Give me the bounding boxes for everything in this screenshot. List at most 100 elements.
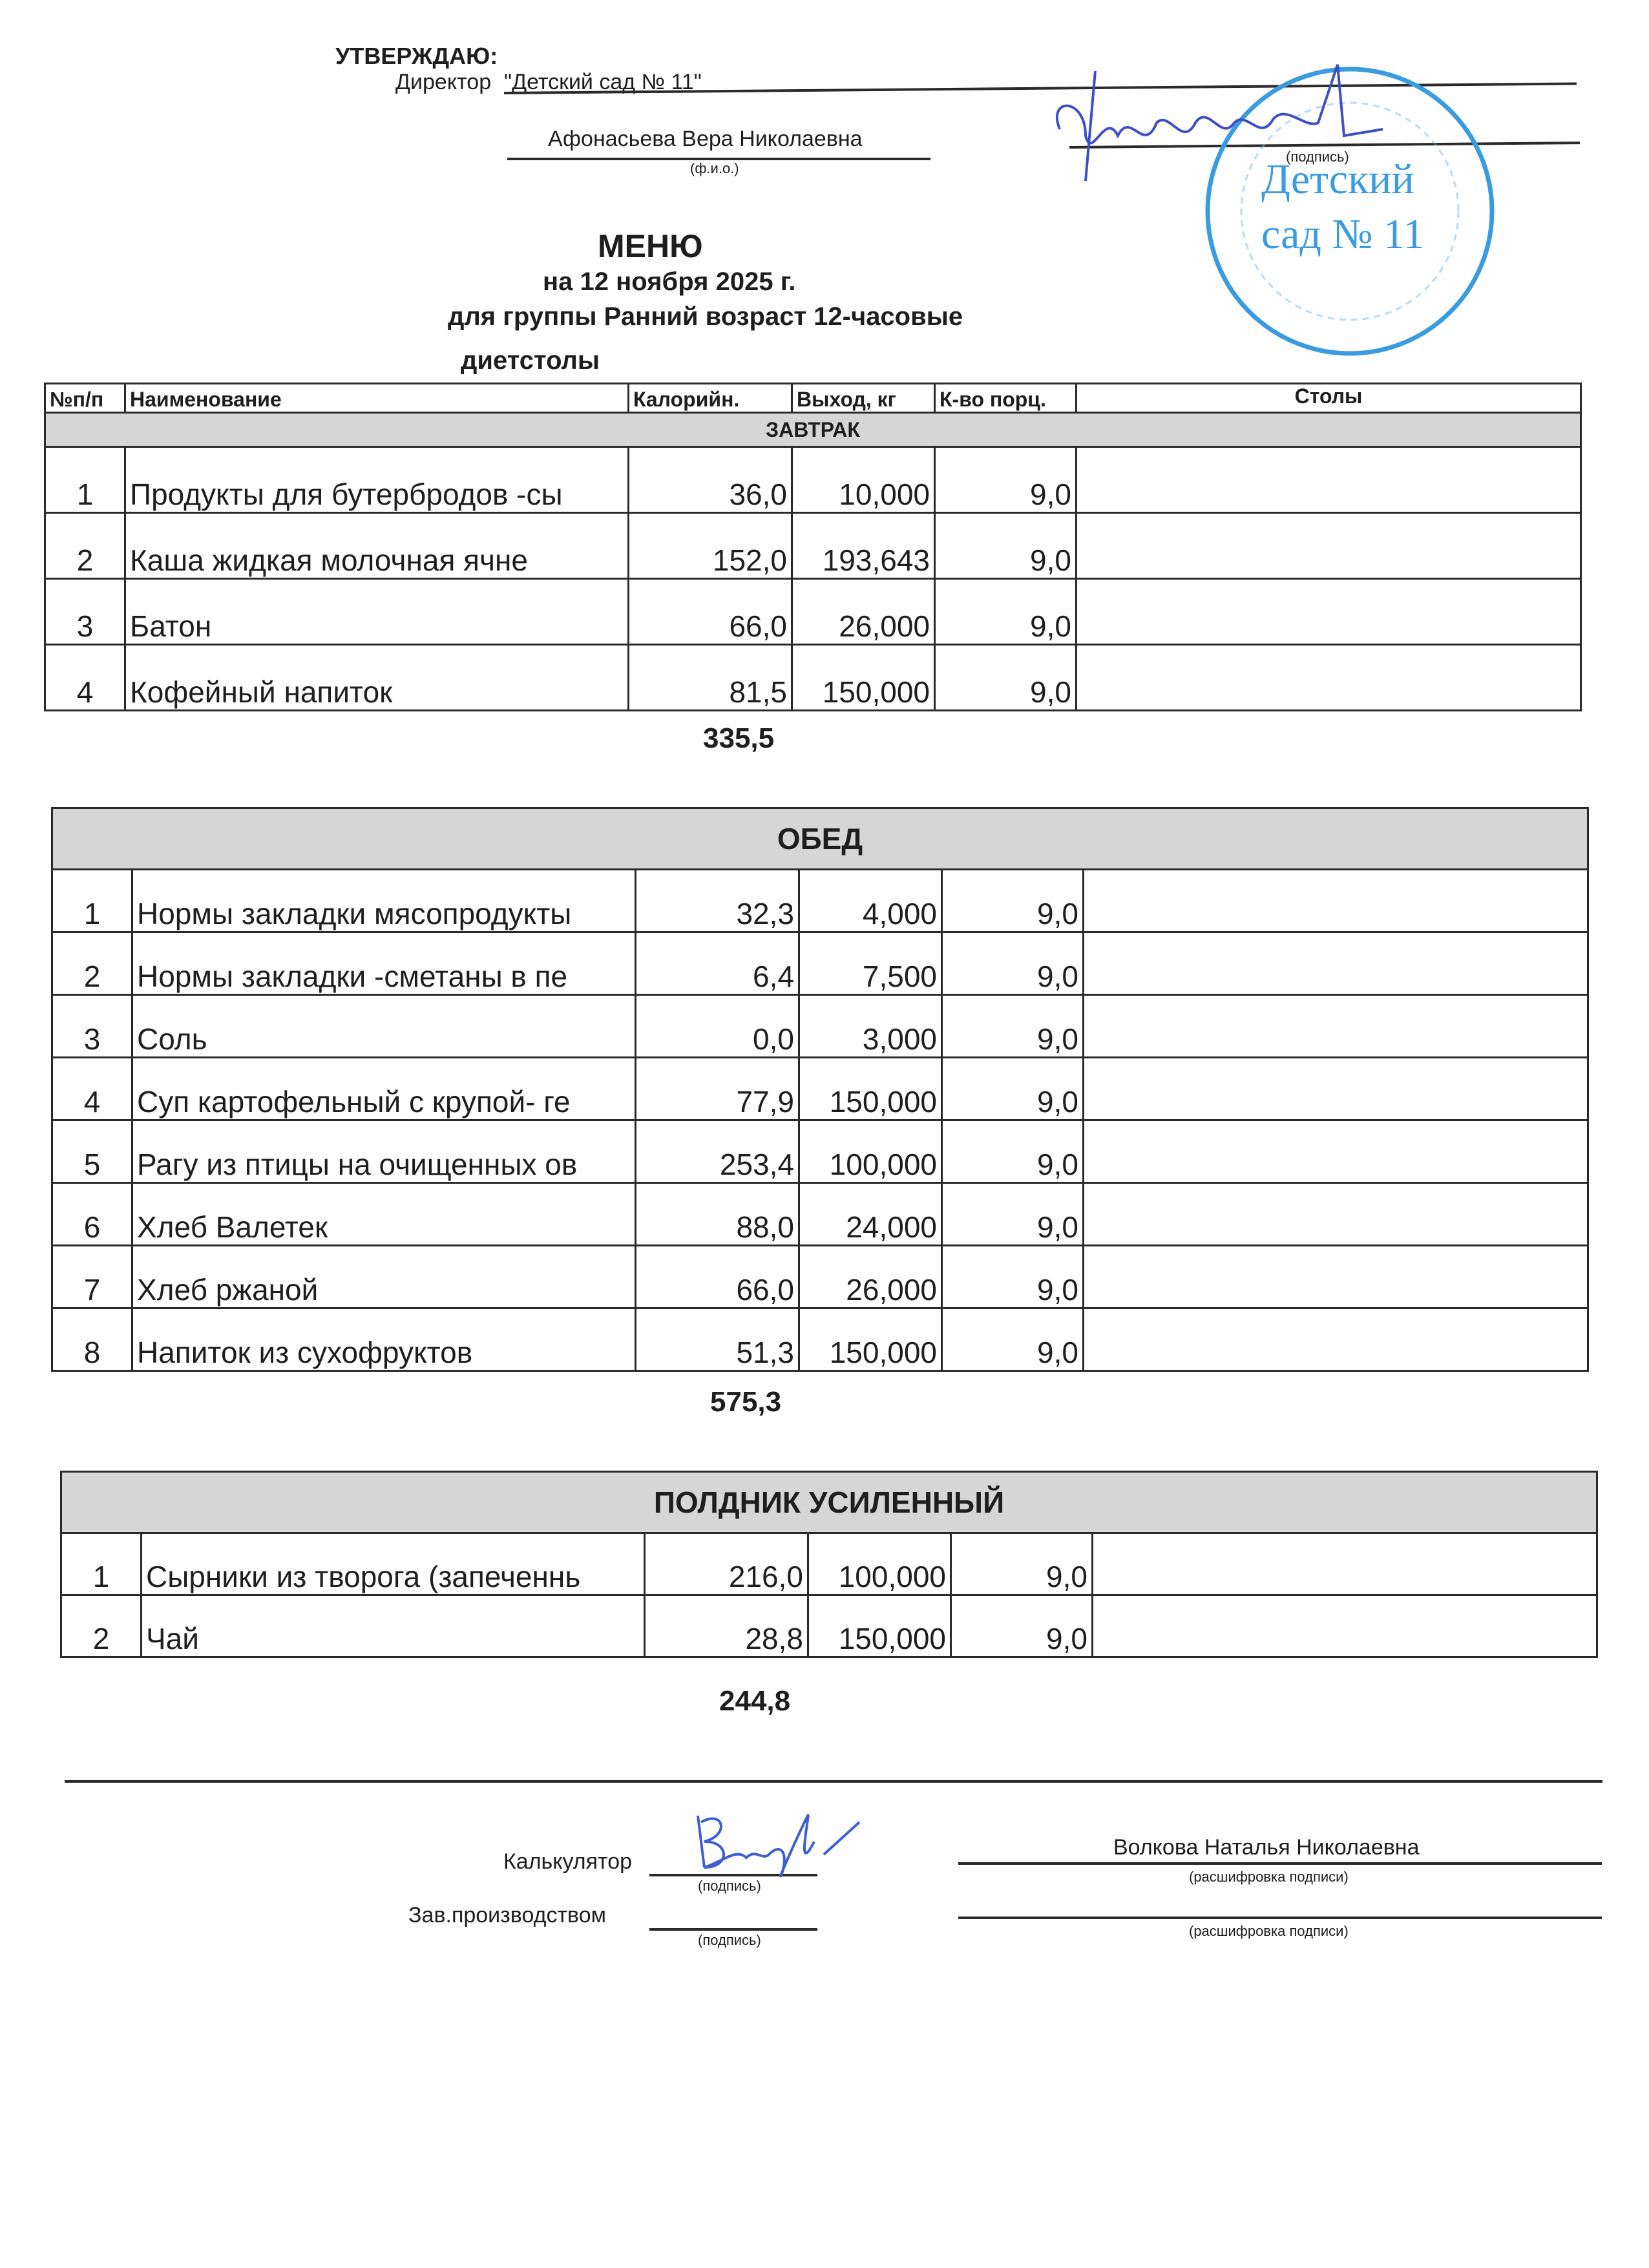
table-row: 6 Хлеб Валетек 88,0 24,000 9,0 <box>51 1182 1589 1246</box>
row-number: 4 <box>51 1056 133 1121</box>
dish-name: Хлеб Валетек <box>131 1182 636 1246</box>
calories-cell: 66,0 <box>635 1244 800 1309</box>
column-header: К-во порц. <box>934 383 1077 414</box>
fio-caption: (ф.и.о.) <box>690 160 739 176</box>
group-name-continued: диетстолы <box>461 346 600 375</box>
tables-cell <box>1082 1182 1589 1246</box>
dish-name: Чай <box>140 1594 646 1658</box>
section-header-row: ОБЕД <box>51 807 1589 870</box>
dish-name: Продукты для бутербродов -сы <box>124 446 629 514</box>
row-number: 3 <box>44 578 126 646</box>
tables-cell <box>1082 994 1589 1058</box>
dish-name: Суп картофельный с крупой- ге <box>131 1056 636 1121</box>
portions-cell: 9,0 <box>941 1182 1084 1246</box>
calculator-signature-caption: (подпись) <box>698 1878 761 1894</box>
menu-table-2: ПОЛДНИК УСИЛЕННЫЙ 1 Сырники из творога (за… <box>60 1471 1598 1658</box>
section-total-calories: 575,3 <box>710 1386 782 1418</box>
table-row: 2 Каша жидкая молочная ячне 152,0 193,643 9,… <box>44 512 1582 580</box>
tables-cell <box>1082 1056 1589 1121</box>
portions-cell: 9,0 <box>941 1244 1084 1309</box>
portions-cell: 9,0 <box>941 868 1084 933</box>
table-row: 2 Чай 28,8 150,000 9,0 <box>60 1594 1598 1658</box>
tables-cell <box>1082 1119 1589 1184</box>
calories-cell: 253,4 <box>635 1119 800 1184</box>
calories-cell: 28,8 <box>644 1594 809 1658</box>
production-decode-caption: (расшифровка подписи) <box>1189 1923 1349 1939</box>
row-number: 4 <box>44 644 126 711</box>
section-total-calories: 244,8 <box>719 1685 791 1717</box>
table-row: 3 Батон 66,0 26,000 9,0 <box>44 578 1582 646</box>
row-number: 8 <box>51 1307 133 1372</box>
portions-cell: 9,0 <box>941 1119 1084 1184</box>
column-header: Столы <box>1075 383 1582 414</box>
yield-cell: 10,000 <box>791 446 936 514</box>
approve-label: УТВЕРЖДАЮ: <box>335 43 498 69</box>
dish-name: Нормы закладки -сметаны в пе <box>131 931 636 996</box>
section-title: ПОЛДНИК УСИЛЕННЫЙ <box>60 1471 1598 1534</box>
section-header-row: ЗАВТРАК <box>44 412 1582 448</box>
yield-cell: 150,000 <box>798 1056 943 1121</box>
calories-cell: 81,5 <box>627 644 793 711</box>
stamp: Детский сад № 11 <box>1203 65 1497 358</box>
row-number: 2 <box>60 1594 142 1658</box>
row-number: 1 <box>60 1532 142 1596</box>
portions-cell: 9,0 <box>941 1307 1084 1372</box>
calories-cell: 32,3 <box>635 868 800 933</box>
portions-cell: 9,0 <box>934 578 1077 646</box>
calories-cell: 0,0 <box>635 994 800 1058</box>
row-number: 2 <box>51 931 133 996</box>
portions-cell: 9,0 <box>941 994 1084 1058</box>
yield-cell: 150,000 <box>791 644 936 711</box>
row-number: 2 <box>44 512 126 580</box>
calories-cell: 77,9 <box>635 1056 800 1121</box>
calculator-name: Волкова Наталья Николаевна <box>1113 1835 1420 1860</box>
tables-cell <box>1091 1594 1598 1658</box>
dish-name: Напиток из сухофруктов <box>131 1307 636 1372</box>
director-signature-icon <box>1055 64 1383 182</box>
row-number: 3 <box>51 994 133 1058</box>
portions-cell: 9,0 <box>934 512 1077 580</box>
section-title: ЗАВТРАК <box>44 412 1582 448</box>
calculator-decode-caption: (расшифровка подписи) <box>1189 1869 1349 1885</box>
yield-cell: 150,000 <box>798 1307 943 1372</box>
yield-cell: 150,000 <box>807 1594 952 1658</box>
yield-cell: 7,500 <box>798 931 943 996</box>
section-total-calories: 335,5 <box>703 722 775 754</box>
table-row: 4 Кофейный напиток 81,5 150,000 9,0 <box>44 644 1582 711</box>
table-row: 4 Суп картофельный с крупой- ге 77,9 150,00… <box>51 1056 1589 1121</box>
fio-line <box>507 158 930 160</box>
yield-cell: 26,000 <box>798 1244 943 1309</box>
column-header: Калорийн. <box>627 383 793 414</box>
menu-table-1: ОБЕД 1 Нормы закладки мясопродукты 32,3 4,00… <box>51 807 1589 1372</box>
yield-cell: 100,000 <box>807 1532 952 1596</box>
column-header: №п/п <box>44 383 126 414</box>
portions-cell: 9,0 <box>934 446 1077 514</box>
page-title: МЕНЮ <box>598 228 703 264</box>
row-number: 5 <box>51 1119 133 1184</box>
dish-name: Рагу из птицы на очищенных ов <box>131 1119 636 1184</box>
row-number: 1 <box>44 446 126 514</box>
production-label: Зав.производством <box>408 1903 606 1927</box>
tables-cell <box>1075 512 1582 580</box>
row-number: 6 <box>51 1182 133 1246</box>
dish-name: Кофейный напиток <box>124 644 629 711</box>
calories-cell: 152,0 <box>627 512 793 580</box>
calories-cell: 6,4 <box>635 931 800 996</box>
column-header: Выход, кг <box>791 383 936 414</box>
calories-cell: 88,0 <box>635 1182 800 1246</box>
dish-name: Нормы закладки мясопродукты <box>131 868 636 933</box>
menu-table-0: №п/п Наименование Калорийн. Выход, кг К-во п… <box>44 383 1582 711</box>
column-header: Наименование <box>124 383 629 414</box>
dish-name: Хлеб ржаной <box>131 1244 636 1309</box>
signature-caption: (подпись) <box>1286 149 1349 165</box>
yield-cell: 24,000 <box>798 1182 943 1246</box>
footer-divider <box>65 1780 1602 1783</box>
yield-cell: 26,000 <box>791 578 936 646</box>
dish-name: Соль <box>131 994 636 1058</box>
stamp-line2: сад № 11 <box>1261 211 1425 258</box>
row-number: 1 <box>51 868 133 933</box>
production-signature-caption: (подпись) <box>698 1932 761 1948</box>
table-row: 3 Соль 0,0 3,000 9,0 <box>51 994 1589 1058</box>
director-label: Директор <box>395 70 492 94</box>
dish-name: Батон <box>124 578 629 646</box>
